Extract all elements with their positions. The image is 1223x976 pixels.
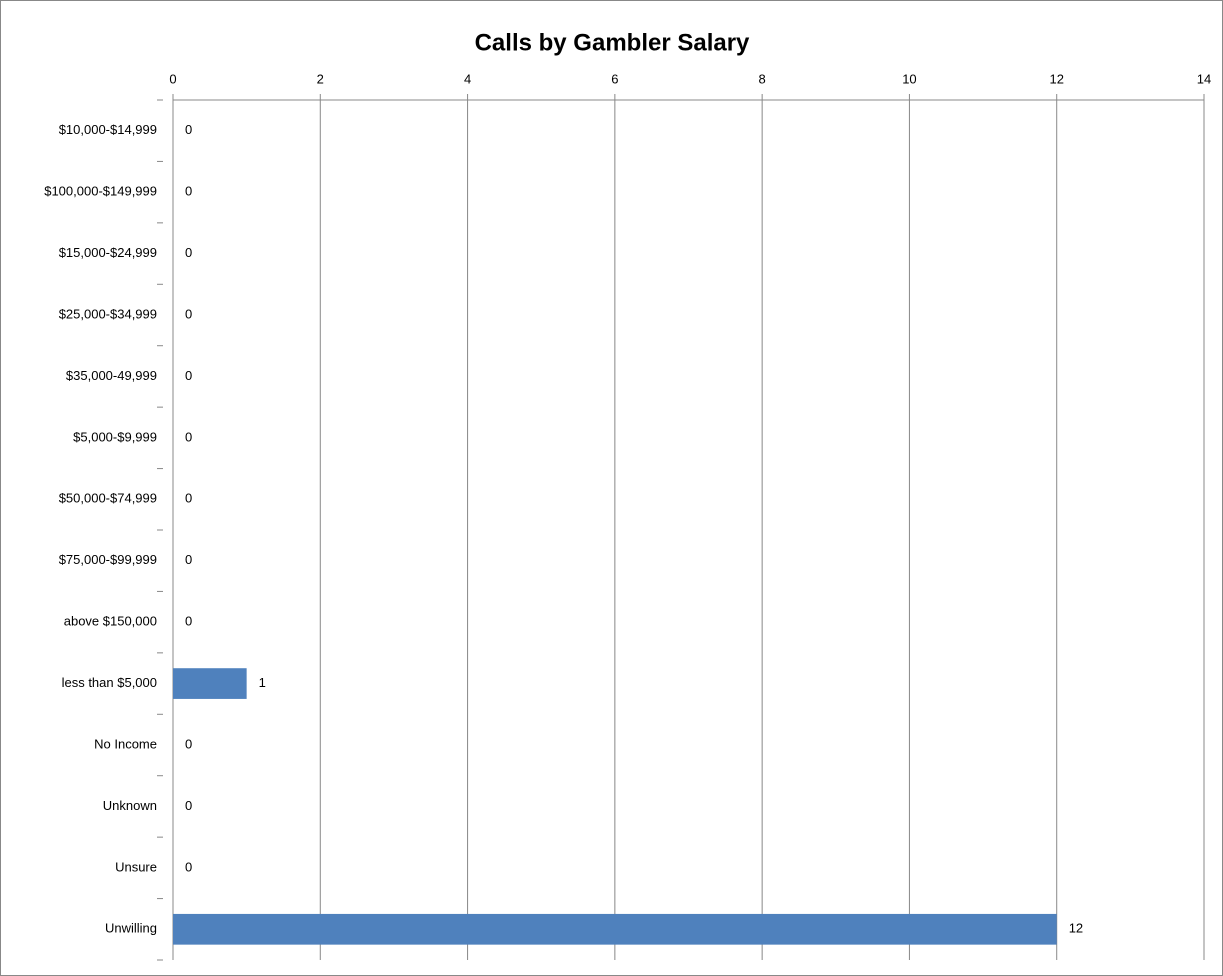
y-tick-label: No Income	[94, 736, 157, 751]
x-tick-label: 14	[1197, 71, 1211, 86]
data-label: 0	[185, 552, 192, 567]
data-label: 0	[185, 245, 192, 260]
data-label: 0	[185, 798, 192, 813]
y-tick-label: $50,000-$74,999	[59, 491, 157, 506]
y-tick-label: Unknown	[103, 798, 157, 813]
data-label: 0	[185, 122, 192, 137]
x-tick-label: 2	[317, 71, 324, 86]
y-tick-label: above $150,000	[64, 614, 157, 629]
x-tick-label: 4	[464, 71, 471, 86]
bar	[173, 913, 1057, 945]
bar	[173, 668, 247, 699]
x-tick-label: 12	[1049, 71, 1063, 86]
y-tick-label: $25,000-$34,999	[59, 306, 157, 321]
data-label: 0	[185, 491, 192, 506]
data-label: 12	[1069, 921, 1083, 936]
data-label: 0	[185, 614, 192, 629]
data-label: 0	[185, 306, 192, 321]
data-label: 0	[185, 368, 192, 383]
y-tick-label: $5,000-$9,999	[73, 429, 157, 444]
data-label: 0	[185, 859, 192, 874]
x-tick-label: 10	[902, 71, 916, 86]
y-tick-label: Unsure	[115, 859, 157, 874]
x-tick-label: 8	[759, 71, 766, 86]
y-tick-label: less than $5,000	[62, 675, 157, 690]
y-tick-label: $75,000-$99,999	[59, 552, 157, 567]
x-tick-label: 0	[169, 71, 176, 86]
y-tick-label: $10,000-$14,999	[59, 122, 157, 137]
chart-title: Calls by Gambler Salary	[475, 29, 750, 56]
y-tick-label: $15,000-$24,999	[59, 245, 157, 260]
data-label: 0	[185, 184, 192, 199]
data-label: 0	[185, 429, 192, 444]
data-label: 1	[259, 675, 266, 690]
y-tick-label: Unwilling	[105, 921, 157, 936]
x-tick-label: 6	[611, 71, 618, 86]
data-label: 0	[185, 736, 192, 751]
y-tick-label: $35,000-49,999	[66, 368, 157, 383]
y-tick-label: $100,000-$149,999	[44, 184, 157, 199]
